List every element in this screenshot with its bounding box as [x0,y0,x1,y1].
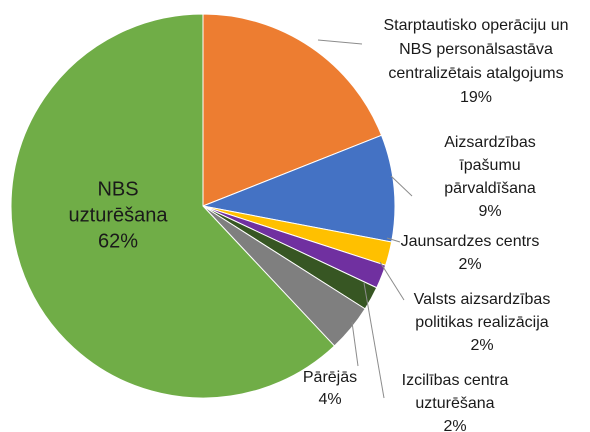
slice-label: NBS [97,178,138,200]
slice-label: uzturēšana [69,204,169,226]
slice-label: īpašumu [459,157,520,174]
value-label: 4% [318,391,341,408]
value-label: 2% [458,256,481,273]
value-label: 62% [98,230,138,252]
slice-label: politikas realizācija [415,314,548,331]
leader-line [390,175,413,197]
pie-slice [10,13,336,399]
slice-label: Pārējās [303,369,357,386]
value-label: 19% [460,89,492,106]
slice-label: Jaunsardzes centrs [401,233,540,250]
leader-line [379,261,405,301]
slice-label: pārvaldīšana [444,180,536,197]
slice-label: uzturēšana [415,395,494,412]
pie-slice [201,134,396,243]
slice-label: Starptautisko operāciju un [384,17,569,34]
slice-label: Valsts aizsardzības [414,291,551,308]
slice-label: Aizsardzības [444,134,536,151]
value-label: 2% [470,337,493,354]
slice-label: NBS personālsastāva [399,41,553,58]
slice-label: centralizētais atalgojums [388,65,563,82]
leader-line [317,39,363,45]
pie-slice [202,13,383,207]
value-label: 2% [443,418,466,432]
leader-line [351,321,359,367]
leader-line [363,282,385,399]
value-label: 9% [478,203,501,220]
leader-line [386,237,401,243]
slice-label: Izcilības centra [402,372,509,389]
